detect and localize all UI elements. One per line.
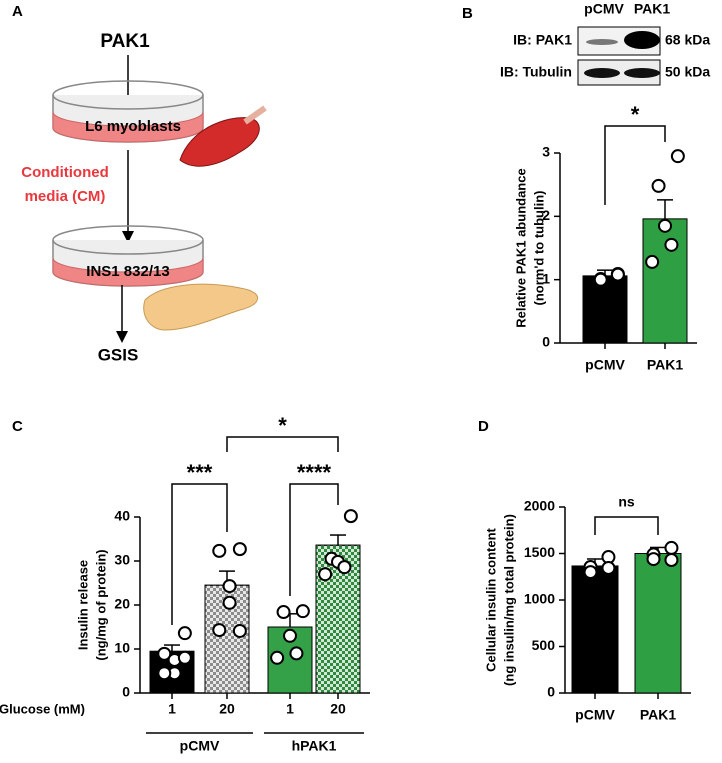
y-tick-label: 500 — [532, 637, 556, 653]
data-point — [232, 623, 247, 638]
significance-label: * — [631, 102, 640, 127]
y-tick-label: 0 — [122, 684, 130, 700]
data-point — [157, 666, 172, 681]
data-point — [212, 543, 227, 558]
y-tick-label: 1000 — [524, 591, 555, 607]
x-axis-label: Glucose (mM) — [0, 701, 85, 716]
blot-column: pCMV — [584, 1, 624, 17]
y-tick-label: 0 — [542, 334, 550, 350]
y-tick-label: 2 — [542, 207, 550, 223]
y-tick-label: 1500 — [524, 544, 555, 560]
western-blot: pCMV PAK1 IB: PAK1 IB: Tubulin 68 kDa 50… — [500, 1, 710, 86]
bar — [571, 565, 619, 694]
x-tick-label: PAK1 — [647, 357, 684, 373]
panel-label: D — [478, 418, 489, 435]
data-point — [601, 561, 616, 576]
x-tick-label: 1 — [286, 701, 294, 717]
data-point — [664, 540, 679, 555]
data-point — [610, 267, 625, 282]
data-point — [157, 646, 172, 661]
significance-label: * — [278, 413, 287, 438]
y-tick-label: 1 — [542, 270, 550, 286]
y-axis-label: Relative PAK1 abundance — [513, 168, 528, 327]
x-tick-label: 20 — [330, 701, 346, 717]
bar — [634, 553, 682, 694]
dish-label: INS1 832/13 — [86, 263, 169, 280]
data-point — [318, 567, 333, 582]
diagram-label: PAK1 — [100, 31, 150, 52]
data-point — [670, 149, 685, 164]
blot-row: IB: PAK1 — [513, 32, 572, 48]
y-axis-label: Cellular insulin content — [483, 527, 498, 671]
data-point — [295, 604, 310, 619]
y-tick-label: 3 — [542, 144, 550, 160]
y-axis-label: (norm'd to tubulin) — [531, 190, 546, 305]
data-point — [337, 560, 352, 575]
y-tick-label: 30 — [114, 552, 130, 568]
significance-bracket — [604, 125, 666, 205]
panel-label: B — [462, 5, 473, 22]
data-point — [283, 628, 297, 643]
data-point — [645, 254, 660, 269]
blot-size: 68 kDa — [665, 32, 710, 48]
significance-bracket — [171, 483, 228, 625]
y-tick-label: 0 — [547, 684, 555, 700]
data-point — [270, 650, 285, 665]
data-point — [232, 542, 247, 557]
blot-row: IB: Tubulin — [500, 64, 572, 80]
data-point — [593, 272, 608, 287]
y-tick-label: 2000 — [524, 498, 555, 514]
y-axis-label: (ng insulin/mg total protein) — [501, 514, 516, 686]
data-point — [222, 595, 237, 610]
data-point — [646, 552, 661, 567]
y-axis-label: (ng/mg of protein) — [93, 549, 108, 660]
y-tick-label: 20 — [114, 596, 130, 612]
media-label: Conditioned — [21, 164, 108, 181]
x-tick-label: 1 — [168, 701, 176, 717]
blot-column: PAK1 — [634, 1, 671, 17]
group-label: hPAK1 — [292, 738, 337, 754]
y-axis-label: Insulin release — [75, 560, 90, 650]
data-point — [276, 605, 291, 620]
bar — [582, 275, 628, 344]
x-tick-label: PAK1 — [640, 707, 677, 723]
bar — [642, 218, 688, 344]
data-point — [222, 579, 237, 594]
data-point — [664, 237, 679, 252]
y-tick-label: 40 — [114, 508, 130, 524]
group-label: pCMV — [180, 738, 220, 754]
data-point — [343, 509, 358, 524]
significance-label: *** — [187, 460, 213, 485]
data-point — [664, 553, 679, 568]
panel-label: A — [12, 3, 23, 20]
data-point — [658, 218, 672, 233]
diagram: PAK1 L6 myoblasts Conditioned media (CM)… — [21, 31, 267, 364]
diagram-label: GSIS — [98, 345, 139, 364]
data-point — [583, 565, 598, 580]
dish-label: L6 myoblasts — [85, 118, 181, 135]
panel-label: C — [12, 418, 23, 435]
data-point — [177, 626, 192, 641]
data-point — [651, 178, 666, 193]
significance-bracket — [594, 516, 659, 535]
data-point — [177, 650, 192, 665]
significance-bracket — [226, 436, 339, 452]
data-point — [212, 623, 227, 638]
x-tick-label: pCMV — [575, 707, 615, 723]
significance-bracket — [289, 483, 339, 596]
blot-size: 50 kDa — [665, 64, 710, 80]
x-tick-label: 20 — [219, 701, 235, 717]
x-tick-label: pCMV — [585, 357, 625, 373]
y-tick-label: 10 — [114, 640, 130, 656]
significance-label: ns — [618, 494, 635, 510]
media-label: media (CM) — [25, 188, 106, 205]
significance-label: **** — [297, 460, 332, 485]
data-point — [289, 646, 304, 661]
